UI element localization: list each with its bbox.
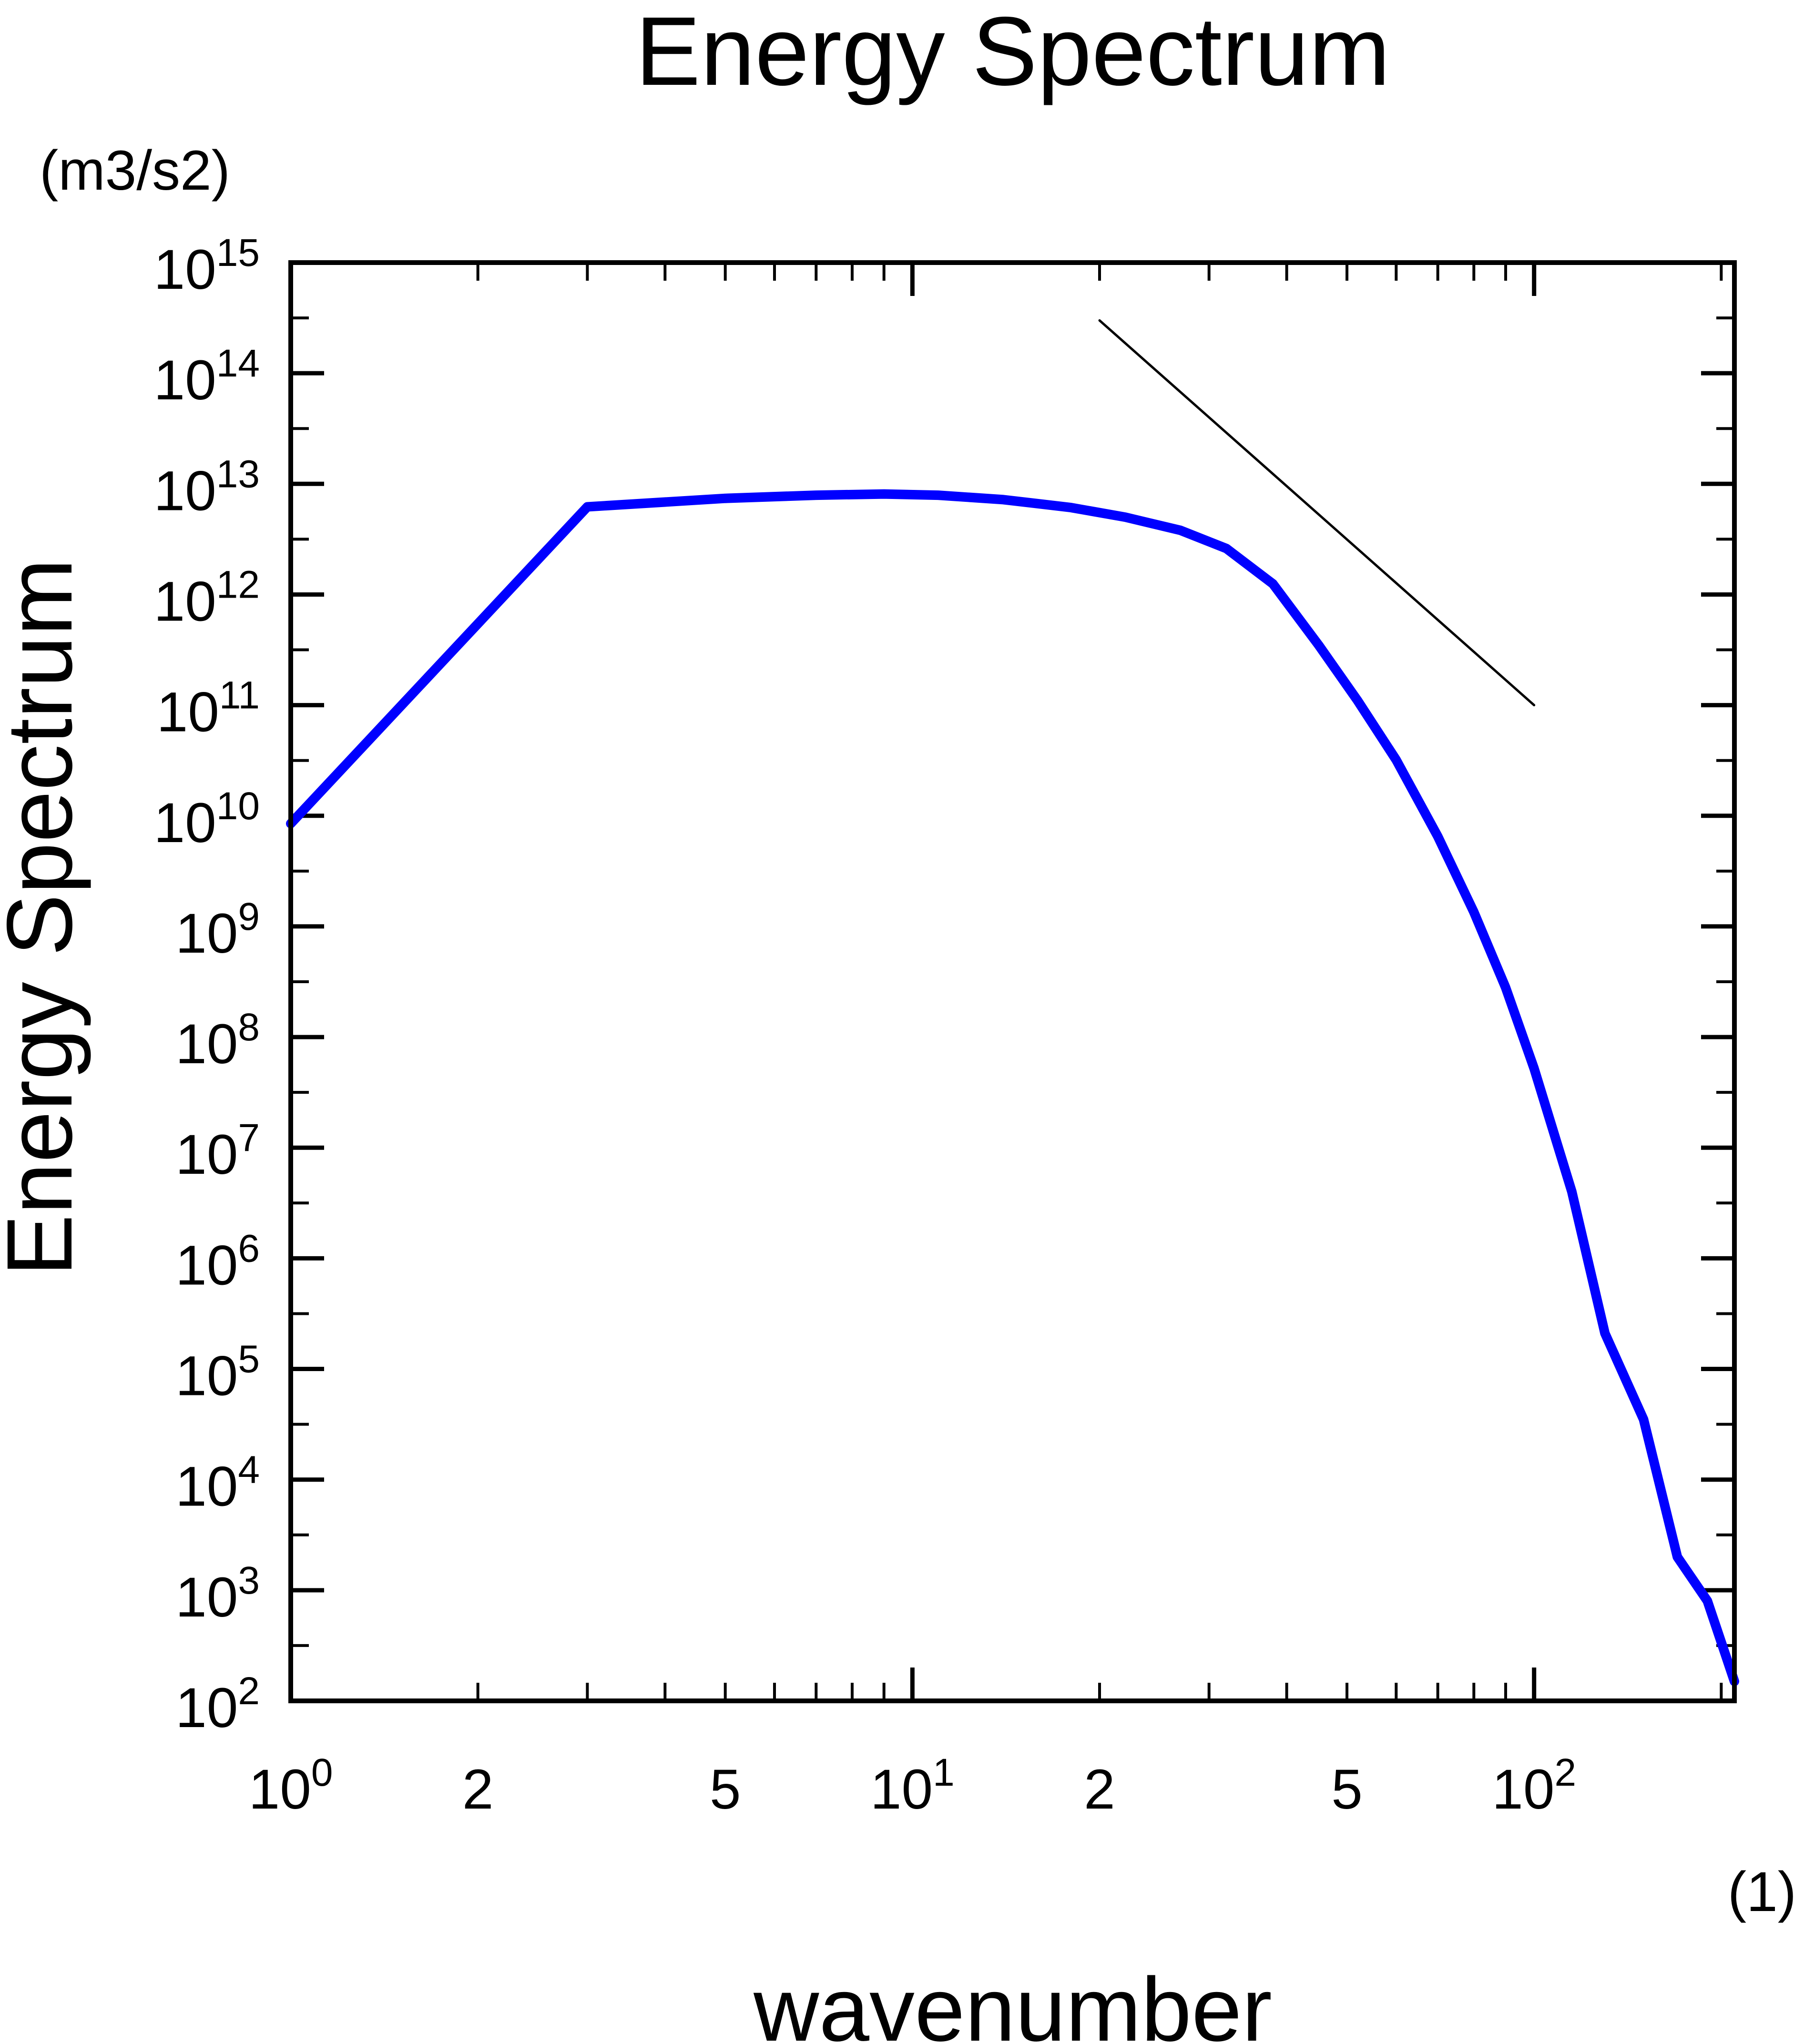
x-tick-label: 100 (249, 1751, 333, 1821)
y-axis-title: Energy Spectrum (0, 559, 92, 1277)
y-tick-label: 1012 (154, 563, 260, 633)
x-tick-label: 2 (462, 1758, 494, 1821)
y-tick-label: 105 (175, 1338, 260, 1408)
y-tick-label: 104 (175, 1448, 260, 1518)
y-tick-label: 1010 (154, 784, 260, 854)
y-tick-label: 107 (175, 1116, 260, 1186)
reference-slope-line (1098, 319, 1536, 707)
chart-title: Energy Spectrum (635, 0, 1390, 106)
y-tick-label: 108 (175, 1006, 260, 1076)
x-unit-label: (1) (1728, 1861, 1796, 1923)
x-tick-label: 2 (1084, 1758, 1115, 1821)
x-tick-label: 102 (1492, 1751, 1576, 1821)
axis-ticks (288, 260, 1734, 1703)
y-tick-label: 1011 (157, 674, 260, 744)
x-tick-label: 5 (710, 1758, 741, 1821)
y-tick-label: 103 (175, 1559, 260, 1629)
y-tick-label: 102 (175, 1669, 260, 1739)
x-axis-title: wavenumber (753, 1959, 1272, 2044)
plot-frame (288, 260, 1737, 1703)
energy-spectrum-line (286, 489, 1739, 1687)
y-unit-label: (m3/s2) (40, 139, 230, 202)
x-tick-label: 5 (1331, 1758, 1363, 1821)
y-tick-label: 106 (175, 1227, 260, 1297)
y-tick-label: 1015 (154, 231, 260, 301)
y-tick-label: 1013 (154, 452, 260, 522)
axis-tick-labels: 100 2 5 101 2 5 102102103104105106107108109101… (154, 231, 1577, 1821)
y-tick-label: 109 (175, 895, 260, 965)
plot-series (286, 319, 1739, 1687)
x-tick-label: 101 (870, 1751, 955, 1821)
y-tick-label: 1014 (154, 342, 260, 412)
